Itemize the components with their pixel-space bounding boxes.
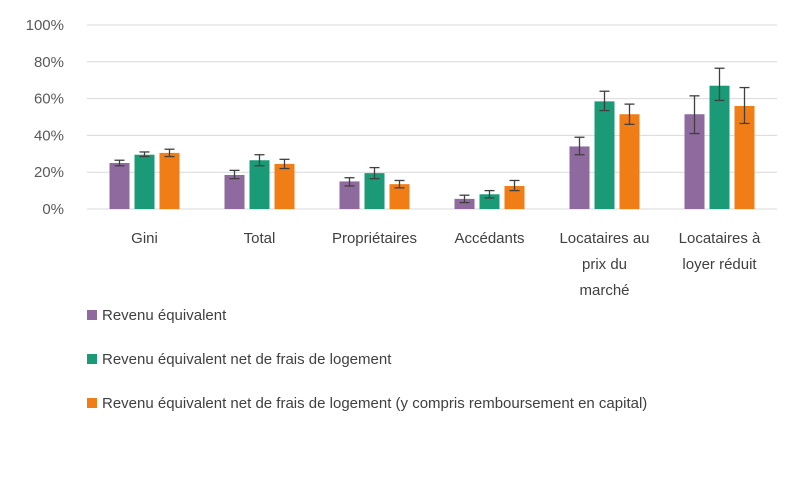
gridlines [87,24,777,210]
legend-swatch [87,398,97,408]
legend-label: Revenu équivalent net de frais de logeme… [102,351,392,368]
bar [504,186,525,209]
bar [619,114,640,209]
bar [684,114,705,209]
category-label: prix du [582,256,627,273]
bar [454,198,475,209]
bar [109,163,130,209]
y-tick-label: 80% [34,54,64,71]
category-label: Accédants [454,230,524,247]
y-tick-label: 100% [26,17,64,34]
bar [274,163,295,209]
bar [709,85,730,209]
legend: Revenu équivalent Revenu équivalent net d… [87,307,647,412]
bar [364,173,385,209]
category-label: Total [244,230,276,247]
error-bars [114,67,750,204]
bar [569,146,590,209]
legend-swatch [87,310,97,320]
bars [109,85,755,209]
category-label: loyer réduit [682,256,757,273]
bar [339,181,360,209]
y-tick-label: 0% [42,201,64,218]
legend-label: Revenu équivalent net de frais de logeme… [102,395,647,412]
y-tick-label: 60% [34,91,64,108]
category-label: Locataires au [559,230,649,247]
bar [224,174,245,209]
y-tick-label: 20% [34,164,64,181]
bar [159,152,180,209]
bar [134,154,155,209]
bar [249,160,270,209]
y-axis-ticks: 0% 20% 40% 60% 80% 100% [26,17,64,218]
legend-label: Revenu équivalent [102,307,227,324]
legend-swatch [87,354,97,364]
category-label: marché [579,282,629,299]
y-tick-label: 40% [34,127,64,144]
x-axis-categories: Gini Total Propriétaires Accédants Locataire… [131,230,761,299]
category-label: Locataires à [679,230,761,247]
bar [389,184,410,209]
category-label: Propriétaires [332,230,417,247]
bar [594,101,615,209]
category-label: Gini [131,230,158,247]
bar [734,105,755,209]
